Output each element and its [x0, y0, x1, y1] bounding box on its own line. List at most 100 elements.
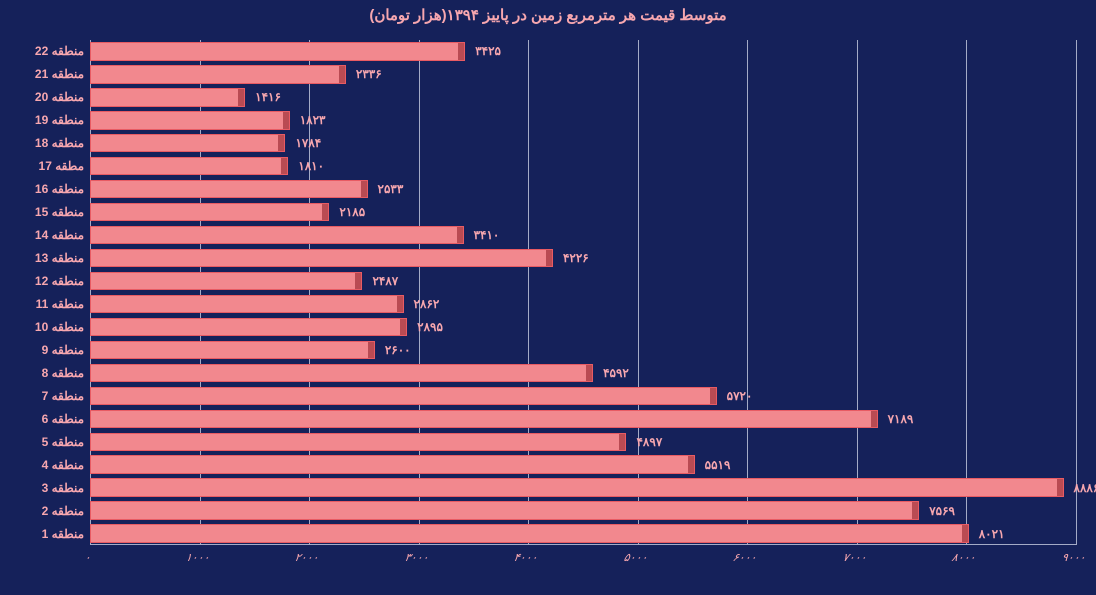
bar-endcap: [457, 227, 463, 243]
bar-value-label: ۱۸۱۰: [298, 159, 324, 173]
bar-endcap: [1057, 479, 1063, 495]
bar-row: منطقه 18۱۷۸۴: [90, 132, 1076, 155]
bar-value-label: ۸۸۸۶: [1074, 481, 1096, 495]
bar-row: منطقه 13۴۲۲۶: [90, 247, 1076, 270]
bar-endcap: [339, 66, 345, 82]
bar-row: منطقه 22۳۴۲۵: [90, 40, 1076, 63]
bar-value-label: ۲۴۸۷: [372, 274, 398, 288]
bar: [90, 295, 404, 313]
bar-value-label: ۳۴۱۰: [474, 228, 500, 242]
bar-value-label: ۲۵۳۳: [378, 182, 404, 196]
y-axis-label: منطقه 14: [35, 228, 90, 242]
bar-value-label: ۱۷۸۴: [295, 136, 321, 150]
bar-value-label: ۲۸۶۲: [414, 297, 440, 311]
bar: [90, 501, 919, 519]
plot-area: ۰۱۰۰۰۲۰۰۰۳۰۰۰۴۰۰۰۵۰۰۰۶۰۰۰۷۰۰۰۸۰۰۰۹۰۰۰منط…: [90, 40, 1076, 545]
bar-row: منطقه 5۴۸۹۷: [90, 430, 1076, 453]
land-price-chart: متوسط قیمت هر مترمربع زمین در پاییز ۱۳۹۴…: [0, 0, 1096, 595]
y-axis-label: منطقه 18: [35, 136, 90, 150]
y-axis-label: منطقه 4: [42, 458, 90, 472]
bar-row: منطقه 1۸۰۲۱: [90, 522, 1076, 545]
y-axis-label: منطقه 10: [35, 320, 90, 334]
bar: [90, 341, 375, 359]
bar-row: منطقه 7۵۷۲۰: [90, 384, 1076, 407]
y-axis-label: منطقه 20: [35, 90, 90, 104]
bar: [90, 455, 695, 473]
bar-row: منطقه 4۵۵۱۹: [90, 453, 1076, 476]
bar: [90, 410, 878, 428]
y-axis-label: منطقه 15: [35, 205, 90, 219]
y-axis-label: منطقه 8: [42, 366, 90, 380]
chart-title: متوسط قیمت هر مترمربع زمین در پاییز ۱۳۹۴…: [0, 6, 1096, 24]
bar-row: منطقه 11۲۸۶۲: [90, 293, 1076, 316]
bar-row: منطقه 14۳۴۱۰: [90, 224, 1076, 247]
y-axis-label: منطقه 2: [42, 504, 90, 518]
bar-value-label: ۲۱۸۵: [339, 205, 365, 219]
bar-endcap: [355, 273, 361, 289]
y-axis-label: منطقه 3: [42, 481, 90, 495]
bar-value-label: ۴۵۹۲: [603, 366, 629, 380]
bar-row: منطقه 8۴۵۹۲: [90, 361, 1076, 384]
bar-row: منطقه 15۲۱۸۵: [90, 201, 1076, 224]
bar: [90, 157, 288, 175]
bar-endcap: [688, 456, 694, 472]
bar: [90, 433, 626, 451]
bar-value-label: ۵۵۱۹: [705, 458, 731, 472]
bar-endcap: [962, 525, 968, 541]
x-axis-label: ۷۰۰۰: [841, 545, 874, 564]
bar-endcap: [281, 158, 287, 174]
bar-endcap: [278, 135, 284, 151]
bar-row: منطقه 16۲۵۳۳: [90, 178, 1076, 201]
bar-endcap: [283, 112, 289, 128]
bar: [90, 249, 553, 267]
bar-endcap: [397, 296, 403, 312]
x-axis-label: ۰: [83, 545, 98, 564]
bar-row: منطقه 6۷۱۸۹: [90, 407, 1076, 430]
bar-endcap: [400, 319, 406, 335]
y-axis-label: منطقه 1: [42, 527, 90, 541]
bar: [90, 272, 362, 290]
bar-endcap: [238, 89, 244, 105]
y-axis-label: منطقه 6: [42, 412, 90, 426]
bar: [90, 318, 407, 336]
gridline: [1076, 40, 1077, 545]
bar: [90, 111, 290, 129]
y-axis-label: منطقه 5: [42, 435, 90, 449]
bar-value-label: ۱۸۲۳: [300, 113, 326, 127]
y-axis-label: منطقه 19: [35, 113, 90, 127]
bar-value-label: ۴۲۲۶: [563, 251, 589, 265]
bar-row: منطقه 3۸۸۸۶: [90, 476, 1076, 499]
y-axis-label: منطقه 7: [42, 389, 90, 403]
bar: [90, 387, 717, 405]
bar-row: منطقه 19۱۸۲۳: [90, 109, 1076, 132]
bar-endcap: [458, 43, 464, 59]
y-axis-label: منطقه 11: [36, 297, 90, 311]
x-axis-label: ۶۰۰۰: [731, 545, 764, 564]
bar-value-label: ۲۶۰۰: [385, 343, 411, 357]
bar: [90, 524, 969, 542]
bar-row: منطقه 21۲۳۳۶: [90, 63, 1076, 86]
bar-value-label: ۲۸۹۵: [417, 320, 443, 334]
x-axis-label: ۲۰۰۰: [293, 545, 326, 564]
bar-endcap: [912, 502, 918, 518]
bar-endcap: [322, 204, 328, 220]
bar-row: منطقه 20۱۴۱۶: [90, 86, 1076, 109]
bar-endcap: [546, 250, 552, 266]
bar-endcap: [368, 342, 374, 358]
y-axis-label: منطقه 9: [42, 343, 90, 357]
bar: [90, 226, 464, 244]
bar: [90, 364, 593, 382]
bar: [90, 478, 1064, 496]
bar-value-label: ۷۵۶۹: [929, 504, 955, 518]
bar-value-label: ۷۱۸۹: [888, 412, 914, 426]
bar-value-label: ۲۳۳۶: [356, 67, 382, 81]
bar-value-label: ۴۸۹۷: [636, 435, 662, 449]
y-axis-label: منطقه 16: [35, 182, 90, 196]
y-axis-label: منطقه 22: [35, 44, 90, 58]
x-axis-label: ۳۰۰۰: [402, 545, 435, 564]
bar-endcap: [586, 365, 592, 381]
y-axis-label: منطقه 21: [35, 67, 90, 81]
x-axis-label: ۱۰۰۰: [183, 545, 216, 564]
bar-endcap: [710, 388, 716, 404]
bar-row: منطقه 2۷۵۶۹: [90, 499, 1076, 522]
